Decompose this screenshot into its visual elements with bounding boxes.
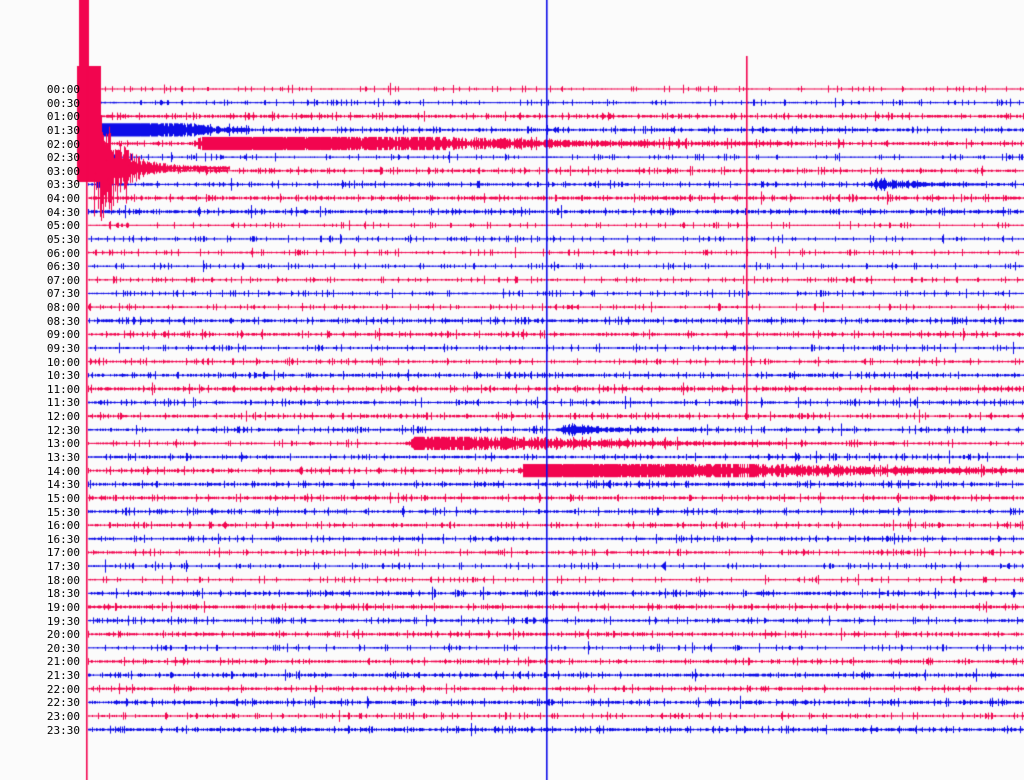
time-tick-0230: 02:30 — [46, 151, 80, 165]
time-tick-2300: 23:00 — [46, 709, 80, 723]
time-tick-1700: 17:00 — [46, 546, 80, 560]
time-tick-0930: 09:30 — [46, 341, 80, 355]
time-tick-0300: 03:00 — [46, 164, 80, 178]
time-tick-1830: 18:30 — [46, 587, 80, 601]
time-tick-0630: 06:30 — [46, 260, 80, 274]
time-tick-2200: 22:00 — [46, 682, 80, 696]
time-tick-0600: 06:00 — [46, 246, 80, 260]
time-tick-1000: 10:00 — [46, 355, 80, 369]
time-tick-0100: 01:00 — [46, 110, 80, 124]
time-tick-1800: 18:00 — [46, 573, 80, 587]
time-tick-0430: 04:30 — [46, 205, 80, 219]
time-tick-2030: 20:30 — [46, 641, 80, 655]
time-tick-1430: 14:30 — [46, 478, 80, 492]
time-tick-2000: 20:00 — [46, 628, 80, 642]
time-tick-2130: 21:30 — [46, 669, 80, 683]
time-tick-0800: 08:00 — [46, 301, 80, 315]
time-tick-1500: 15:00 — [46, 491, 80, 505]
time-tick-1230: 12:30 — [46, 423, 80, 437]
time-tick-1300: 13:00 — [46, 437, 80, 451]
time-tick-0530: 05:30 — [46, 232, 80, 246]
time-tick-0500: 05:00 — [46, 219, 80, 233]
time-tick-0700: 07:00 — [46, 273, 80, 287]
time-tick-0200: 02:00 — [46, 137, 80, 151]
time-tick-1900: 19:00 — [46, 600, 80, 614]
time-tick-1030: 10:30 — [46, 369, 80, 383]
time-tick-1130: 11:30 — [46, 396, 80, 410]
time-tick-0030: 00:30 — [46, 96, 80, 110]
time-tick-1330: 13:30 — [46, 451, 80, 464]
time-tick-1930: 19:30 — [46, 614, 80, 628]
time-tick-0900: 09:00 — [46, 328, 80, 342]
time-tick-1630: 16:30 — [46, 532, 80, 546]
time-tick-0830: 08:30 — [46, 314, 80, 328]
time-tick-1400: 14:00 — [46, 464, 80, 478]
time-tick-2330: 23:30 — [46, 723, 80, 737]
time-tick-1100: 11:00 — [46, 382, 80, 396]
time-tick-1730: 17:30 — [46, 560, 80, 574]
time-tick-1600: 16:00 — [46, 519, 80, 533]
time-tick-2100: 21:00 — [46, 655, 80, 669]
time-tick-0000: 00:00 — [46, 83, 80, 96]
time-tick-0130: 01:30 — [46, 123, 80, 137]
time-tick-1530: 15:30 — [46, 505, 80, 519]
time-tick-0400: 04:00 — [46, 192, 80, 206]
time-tick-2230: 22:30 — [46, 696, 80, 710]
time-tick-0330: 03:30 — [46, 178, 80, 192]
time-tick-0730: 07:30 — [46, 287, 80, 301]
time-tick-1200: 12:00 — [46, 410, 80, 424]
